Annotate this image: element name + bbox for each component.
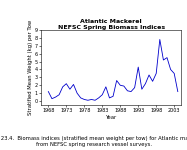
Y-axis label: Stratified Mean Weight (kg) per Tow: Stratified Mean Weight (kg) per Tow <box>28 20 33 115</box>
X-axis label: Year: Year <box>106 115 117 120</box>
Title: Atlantic Mackerel
NEFSC Spring Biomass Indices: Atlantic Mackerel NEFSC Spring Biomass I… <box>58 19 165 30</box>
Text: Figure 23.4.  Biomass indices (stratified mean weight per tow) for Atlantic mack: Figure 23.4. Biomass indices (stratified… <box>0 136 187 147</box>
